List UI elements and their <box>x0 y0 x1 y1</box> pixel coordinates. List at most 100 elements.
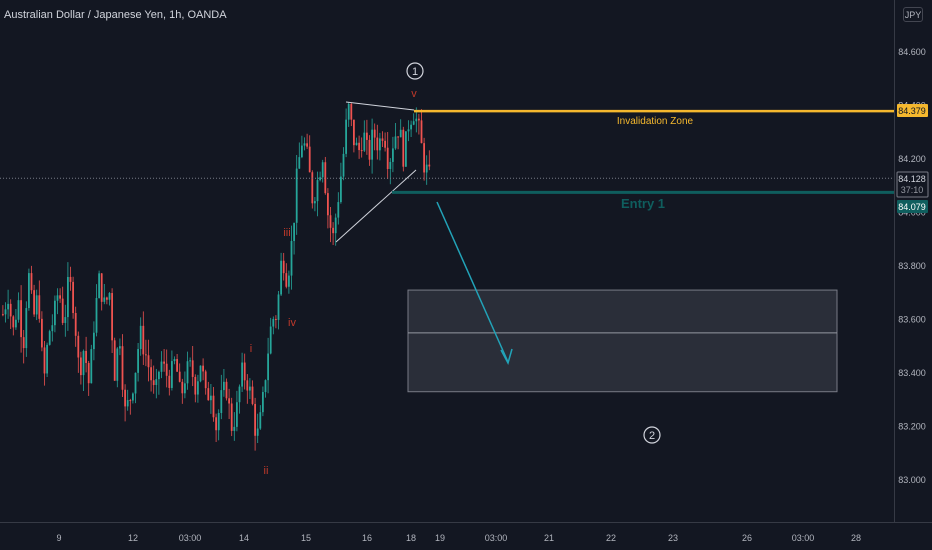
wave-marker-1-text: 1 <box>412 66 418 78</box>
arrow-head <box>500 348 513 365</box>
candle-body <box>106 297 108 300</box>
wave-marker-2-text: 2 <box>649 430 655 442</box>
candle-body <box>371 129 373 160</box>
candle-body <box>82 350 85 376</box>
candle-body <box>126 400 129 407</box>
currency-badge[interactable]: JPY <box>903 7 923 22</box>
candle-body <box>236 402 238 427</box>
time-axis[interactable]: 9 12 03:00 14 15 16 18 19 03:00 21 22 23 26 03:00 28 <box>56 533 861 543</box>
time-tick-label: 9 <box>56 533 61 543</box>
candle-body <box>186 361 189 384</box>
candle-body <box>80 357 82 376</box>
candle-body <box>238 386 241 403</box>
candle-body <box>165 363 168 376</box>
candle-body <box>210 395 212 401</box>
candle-body <box>407 129 410 132</box>
candle-body <box>355 142 358 146</box>
current-price-text: 84.128 <box>898 174 926 184</box>
candle-body <box>212 395 215 418</box>
time-tick-label: 23 <box>668 533 678 543</box>
candle-body <box>64 317 67 323</box>
candle-body <box>337 202 340 218</box>
candle-body <box>347 103 350 120</box>
candle-body <box>12 316 15 328</box>
candle-body <box>264 380 267 393</box>
wedge-lower-line[interactable] <box>335 169 417 243</box>
candle-body <box>402 129 405 167</box>
candle-body <box>290 241 293 276</box>
candle-body <box>145 354 147 356</box>
candle-body <box>178 371 181 382</box>
candle-body <box>262 392 264 413</box>
candle-body <box>428 164 431 167</box>
candle-body <box>124 389 126 407</box>
invalidation-label: Invalidation Zone <box>617 116 694 127</box>
candle-body <box>233 426 236 431</box>
wedge-drawing[interactable] <box>335 101 417 243</box>
candle-body <box>397 136 399 138</box>
candle-body <box>121 346 124 390</box>
candle-body <box>98 273 100 299</box>
candle-body <box>358 142 360 151</box>
candle-body <box>202 365 204 372</box>
candle-body <box>379 138 381 151</box>
time-tick-label: 18 <box>406 533 416 543</box>
candle-body <box>308 146 311 173</box>
candle-body <box>223 381 225 391</box>
candle-body <box>108 293 111 300</box>
price-tick-label: 83.600 <box>898 315 926 325</box>
candle-body <box>67 276 69 318</box>
candle-body <box>386 147 389 169</box>
candle-body <box>87 362 90 384</box>
candle-body <box>30 273 33 291</box>
wave-label-iv: iv <box>288 317 296 329</box>
candle-body <box>285 273 288 287</box>
wave-label-i: i <box>250 343 252 355</box>
candle-body <box>259 412 262 429</box>
candle-body <box>324 162 327 194</box>
candle-body <box>345 119 347 154</box>
time-tick-label: 14 <box>239 533 249 543</box>
candle-body <box>35 295 38 315</box>
candle-body <box>194 376 197 395</box>
wedge-upper-line[interactable] <box>345 101 415 111</box>
candle-body <box>334 217 337 234</box>
wave-marker-2: 2 <box>643 426 661 444</box>
wave-marker-2-circle <box>643 426 661 444</box>
candle-body <box>20 300 22 338</box>
candle-body <box>425 164 428 173</box>
candle-body <box>134 372 137 394</box>
candle-body <box>392 148 394 162</box>
price-tick-label: 83.400 <box>898 368 926 378</box>
candle-body <box>17 300 20 320</box>
candle-body <box>360 150 363 152</box>
projection-arrow[interactable] <box>436 201 513 365</box>
candle-body <box>399 129 402 138</box>
candle-body <box>176 359 178 372</box>
candle-body <box>93 332 95 350</box>
time-tick-label: 03:00 <box>179 533 202 543</box>
entry-label: Entry 1 <box>621 196 665 211</box>
candle-body <box>74 313 77 336</box>
candle-body <box>160 361 163 372</box>
candle-body <box>243 362 246 381</box>
candle-body <box>350 103 353 120</box>
candle-body <box>420 120 423 144</box>
candle-body <box>142 325 145 355</box>
candle-body <box>241 362 243 387</box>
candle-body <box>116 348 119 381</box>
invalidation-price-badge: 84.379 <box>897 104 928 117</box>
time-tick-label: 21 <box>544 533 554 543</box>
target-zone[interactable] <box>407 289 838 393</box>
candle-body <box>103 297 106 302</box>
candle-body <box>95 298 98 333</box>
target-zone-box[interactable] <box>407 289 838 393</box>
time-tick-label: 15 <box>301 533 311 543</box>
wave-marker-1: 1 <box>406 62 424 80</box>
candle-body <box>61 298 64 323</box>
candle-body <box>51 325 54 332</box>
candle-body <box>230 403 233 431</box>
candle-body <box>368 139 371 160</box>
